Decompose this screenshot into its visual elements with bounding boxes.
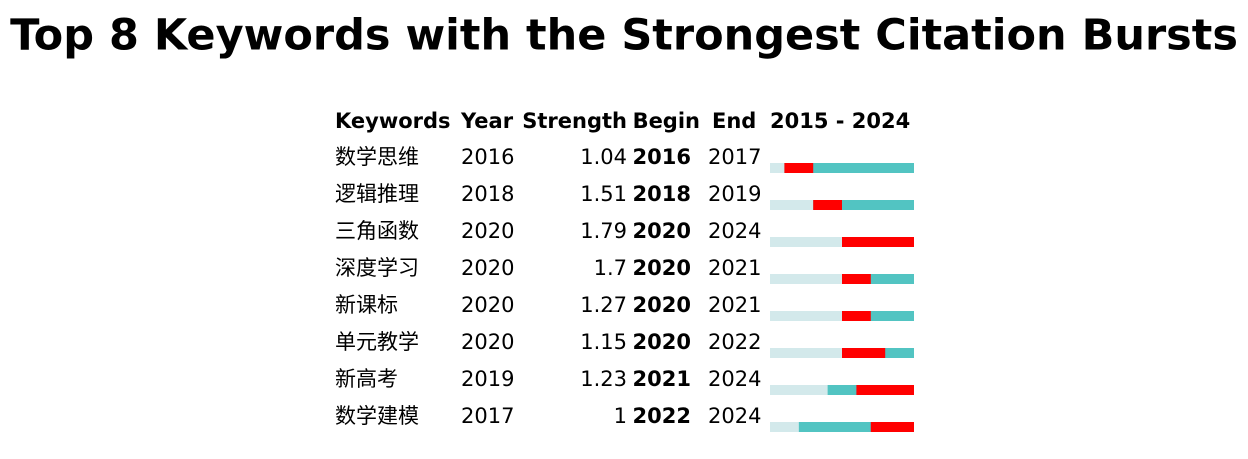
- year: 2020: [461, 256, 514, 280]
- timeline-before: [770, 385, 828, 395]
- begin: 2020: [633, 256, 691, 280]
- end: 2017: [708, 145, 761, 169]
- keyword: 新课标: [335, 293, 398, 317]
- end: 2024: [708, 367, 761, 391]
- header: Begin: [633, 109, 700, 133]
- begin: 2016: [633, 145, 691, 169]
- timeline-active: [798, 422, 914, 432]
- year: 2020: [461, 293, 514, 317]
- burst: [842, 274, 871, 284]
- burst: [842, 237, 914, 247]
- timeline-before: [770, 163, 785, 173]
- timeline-active: [813, 200, 914, 210]
- begin: 2020: [633, 330, 691, 354]
- timeline-active: [842, 311, 914, 321]
- strength: 1.04: [580, 145, 627, 169]
- strength: 1.27: [580, 293, 627, 317]
- strength: 1.79: [580, 219, 627, 243]
- keyword: 新高考: [335, 367, 398, 391]
- end: 2021: [708, 256, 761, 280]
- strength: 1.51: [580, 182, 627, 206]
- strength: 1: [614, 404, 627, 428]
- timeline-header: 2015 - 2024: [770, 109, 910, 133]
- begin: 2020: [633, 219, 691, 243]
- timeline-before: [770, 422, 799, 432]
- title: Top 8 Keywords with the Strongest Citati…: [10, 11, 1238, 61]
- keyword: 单元教学: [335, 330, 419, 354]
- end: 2022: [708, 330, 761, 354]
- timeline-before: [770, 348, 842, 358]
- separator: -: [828, 109, 851, 133]
- timeline-end: 2024: [852, 109, 910, 133]
- burst: [856, 385, 914, 395]
- keyword: 逻辑推理: [335, 182, 419, 206]
- burst: [842, 348, 886, 358]
- strength: 1.7: [594, 256, 627, 280]
- end: 2021: [708, 293, 761, 317]
- end: 2024: [708, 404, 761, 428]
- burst: [842, 311, 871, 321]
- year: 2020: [461, 219, 514, 243]
- timeline-start: 2015: [770, 109, 828, 133]
- end: 2024: [708, 219, 761, 243]
- begin: 2020: [633, 293, 691, 317]
- begin: 2018: [633, 182, 691, 206]
- year: 2016: [461, 145, 514, 169]
- keyword: 数学建模: [335, 404, 419, 428]
- keyword: 三角函数: [335, 219, 419, 243]
- header: Strength: [522, 109, 627, 133]
- strength: 1.15: [580, 330, 627, 354]
- keyword: 数学思维: [335, 145, 419, 169]
- timeline-before: [770, 311, 842, 321]
- burst: [784, 163, 814, 173]
- timeline-active: [842, 274, 914, 284]
- timeline-before: [770, 200, 814, 210]
- begin: 2022: [633, 404, 691, 428]
- timeline-active: [784, 163, 914, 173]
- year: 2020: [461, 330, 514, 354]
- burst: [813, 200, 842, 210]
- year: 2019: [461, 367, 514, 391]
- keyword: 深度学习: [335, 256, 419, 280]
- header: Keywords: [335, 109, 451, 133]
- timeline-before: [770, 237, 842, 247]
- header: Year: [460, 109, 514, 133]
- year: 2017: [461, 404, 514, 428]
- header: End: [712, 109, 756, 133]
- timeline-before: [770, 274, 842, 284]
- begin: 2021: [633, 367, 691, 391]
- year: 2018: [461, 182, 514, 206]
- burst: [870, 422, 914, 432]
- end: 2019: [708, 182, 761, 206]
- strength: 1.23: [580, 367, 627, 391]
